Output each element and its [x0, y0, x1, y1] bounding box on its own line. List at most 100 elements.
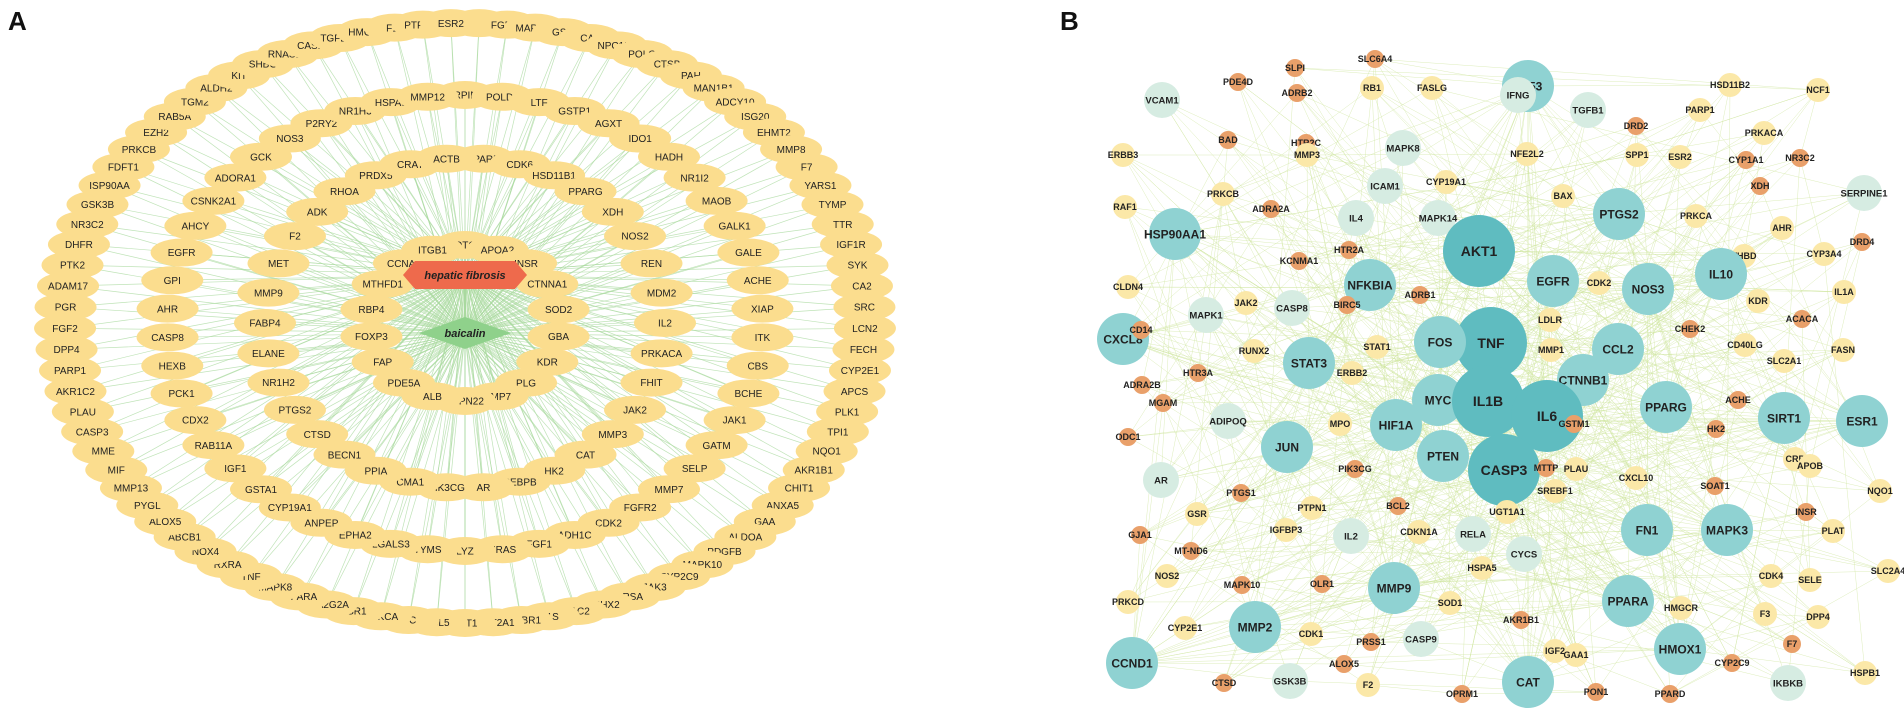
ppi-node-spp1[interactable]: SPP1 — [1625, 143, 1649, 167]
ppi-node-gja1[interactable]: GJA1 — [1128, 526, 1152, 544]
ppi-node-ache[interactable]: ACHE — [1725, 391, 1751, 409]
ppi-node-esr1[interactable]: ESR1 — [1836, 395, 1888, 447]
ppi-node-il4[interactable]: IL4 — [1338, 200, 1374, 236]
ppi-node-erbb2[interactable]: ERBB2 — [1337, 361, 1368, 385]
ppi-node-ncf1[interactable]: NCF1 — [1806, 78, 1830, 102]
gene-node-actb[interactable]: ACTB — [415, 144, 478, 173]
gene-node-ren[interactable]: REN — [620, 249, 683, 278]
gene-node-gba[interactable]: GBA — [527, 322, 590, 351]
ppi-node-bad[interactable]: BAD — [1218, 131, 1238, 149]
ppi-node-prkaca[interactable]: PRKACA — [1745, 121, 1784, 145]
ppi-node-gaa1[interactable]: GAA1 — [1563, 643, 1589, 667]
ppi-node-tgfb1[interactable]: TGFB1 — [1570, 92, 1606, 128]
ppi-node-hmgcr[interactable]: HMGCR — [1664, 596, 1698, 620]
ppi-node-cat[interactable]: CAT — [1502, 656, 1554, 708]
gene-node-ca2[interactable]: CA2 — [830, 272, 893, 301]
ppi-node-casp8[interactable]: CASP8 — [1274, 290, 1310, 326]
disease-node[interactable]: hepatic fibrosis — [403, 261, 527, 289]
ppi-node-hsp90aa1[interactable]: HSP90AA1 — [1144, 208, 1206, 260]
ppi-node-nqo1[interactable]: NQO1 — [1867, 479, 1893, 503]
ppi-node-pde4d[interactable]: PDE4D — [1223, 73, 1254, 91]
ppi-node-f2[interactable]: F2 — [1356, 673, 1380, 697]
ppi-node-ptgs2[interactable]: PTGS2 — [1593, 188, 1645, 240]
gene-node-hadh[interactable]: HADH — [637, 142, 700, 171]
ppi-node-adrb1[interactable]: ADRB1 — [1404, 286, 1436, 304]
gene-node-bche[interactable]: BCHE — [717, 379, 780, 408]
ppi-node-fasn[interactable]: FASN — [1831, 338, 1855, 362]
ppi-node-hmox1[interactable]: HMOX1 — [1654, 623, 1706, 675]
ppi-node-igf2[interactable]: IGF2 — [1543, 639, 1567, 663]
ppi-node-kdr[interactable]: KDR — [1746, 289, 1770, 313]
gene-node-fabp4[interactable]: FABP4 — [234, 309, 296, 337]
ppi-node-bax[interactable]: BAX — [1551, 184, 1575, 208]
gene-node-gatm[interactable]: GATM — [685, 431, 748, 460]
ppi-node-adipoq[interactable]: ADIPOQ — [1209, 403, 1247, 439]
ppi-node-slc6a4[interactable]: SLC6A4 — [1358, 50, 1393, 68]
ppi-node-pten[interactable]: PTEN — [1417, 430, 1469, 482]
gene-node-sod2[interactable]: SOD2 — [527, 295, 590, 324]
ppi-node-mpo[interactable]: MPO — [1328, 412, 1352, 436]
ppi-node-acaca[interactable]: ACACA — [1786, 310, 1819, 328]
ppi-node-pon1[interactable]: PON1 — [1584, 683, 1609, 701]
gene-node-igf1[interactable]: IGF1 — [204, 454, 267, 483]
gene-node-cbs[interactable]: CBS — [726, 351, 789, 380]
ppi-node-sele[interactable]: SELE — [1798, 568, 1822, 592]
ppi-node-ugt1a1[interactable]: UGT1A1 — [1489, 500, 1525, 524]
ppi-node-cyp2c9[interactable]: CYP2C9 — [1714, 654, 1750, 672]
gene-node-ptgs2[interactable]: PTGS2 — [263, 395, 326, 424]
ppi-node-slpi[interactable]: SLPI — [1285, 59, 1305, 77]
gene-node-maob[interactable]: MAOB — [685, 186, 748, 215]
ppi-node-srebf1[interactable]: SREBF1 — [1537, 479, 1573, 503]
ppi-node-cdk4[interactable]: CDK4 — [1759, 564, 1784, 588]
ppi-node-gstm1[interactable]: GSTM1 — [1558, 415, 1590, 433]
gene-node-jak2[interactable]: JAK2 — [604, 395, 667, 424]
gene-node-egfr[interactable]: EGFR — [150, 238, 213, 267]
ppi-node-ppara[interactable]: PPARA — [1602, 575, 1654, 627]
ppi-node-nos2[interactable]: NOS2 — [1155, 564, 1180, 588]
ppi-node-dpp4[interactable]: DPP4 — [1806, 605, 1830, 629]
ppi-node-il1a[interactable]: IL1A — [1832, 280, 1856, 304]
gene-node-akr1c2[interactable]: AKR1C2 — [44, 377, 107, 406]
ppi-node-gsr[interactable]: GSR — [1185, 502, 1209, 526]
ppi-node-mgam[interactable]: MGAM — [1149, 394, 1178, 412]
ppi-node-vcam1[interactable]: VCAM1 — [1144, 82, 1180, 118]
ppi-node-cdk2[interactable]: CDK2 — [1587, 271, 1612, 295]
ppi-node-olr1[interactable]: OLR1 — [1310, 575, 1334, 593]
gene-node-met[interactable]: MET — [247, 249, 310, 278]
gene-node-selp[interactable]: SELP — [663, 454, 726, 483]
gene-node-ache[interactable]: ACHE — [726, 266, 789, 295]
ppi-node-stat1[interactable]: STAT1 — [1363, 335, 1391, 359]
gene-node-mmp3[interactable]: MMP3 — [581, 420, 644, 449]
ppi-node-ppard[interactable]: PPARD — [1655, 685, 1686, 703]
gene-node-igf1r[interactable]: IGF1R — [820, 230, 883, 259]
ppi-node-casp3[interactable]: CASP3 — [1468, 434, 1540, 506]
ppi-node-sirt1[interactable]: SIRT1 — [1758, 392, 1810, 444]
ppi-node-xdh[interactable]: XDH — [1750, 177, 1770, 195]
ppi-node-mmp3[interactable]: MMP3 — [1294, 143, 1320, 167]
ppi-node-slc2a1[interactable]: SLC2A1 — [1767, 349, 1802, 373]
ppi-node-alox5[interactable]: ALOX5 — [1329, 655, 1359, 673]
ppi-node-icam1[interactable]: ICAM1 — [1367, 168, 1403, 204]
gene-node-ahr[interactable]: AHR — [136, 294, 199, 323]
gene-node-pgr[interactable]: PGR — [34, 293, 97, 322]
ppi-node-kcnma1[interactable]: KCNMA1 — [1280, 252, 1319, 270]
ppi-node-esr2[interactable]: ESR2 — [1668, 145, 1692, 169]
ppi-node-hk2[interactable]: HK2 — [1707, 420, 1725, 438]
ppi-node-il6[interactable]: IL6 — [1511, 380, 1583, 452]
ppi-node-f3[interactable]: F3 — [1753, 602, 1777, 626]
gene-node-lcn2[interactable]: LCN2 — [833, 314, 896, 343]
ppi-node-runx2[interactable]: RUNX2 — [1239, 339, 1270, 363]
gene-node-pck1[interactable]: PCK1 — [150, 379, 213, 408]
ppi-node-nos3[interactable]: NOS3 — [1622, 263, 1674, 315]
ppi-node-adra2b[interactable]: ADRA2B — [1123, 376, 1161, 394]
ppi-node-htr3a[interactable]: HTR3A — [1183, 364, 1214, 382]
gene-node-adk[interactable]: ADK — [286, 197, 349, 226]
gene-node-dpp4[interactable]: DPP4 — [35, 335, 98, 364]
ppi-node-tnf[interactable]: TNF — [1455, 307, 1527, 379]
ppi-node-cyp3a4[interactable]: CYP3A4 — [1806, 242, 1842, 266]
gene-node-csnk2a1[interactable]: CSNK2A1 — [182, 186, 245, 215]
ppi-node-igfbp3[interactable]: IGFBP3 — [1270, 518, 1303, 542]
ppi-node-cd40lg[interactable]: CD40LG — [1727, 333, 1763, 357]
ppi-node-myc[interactable]: MYC — [1412, 374, 1464, 426]
gene-node-nr1h2[interactable]: NR1H2 — [247, 368, 310, 397]
